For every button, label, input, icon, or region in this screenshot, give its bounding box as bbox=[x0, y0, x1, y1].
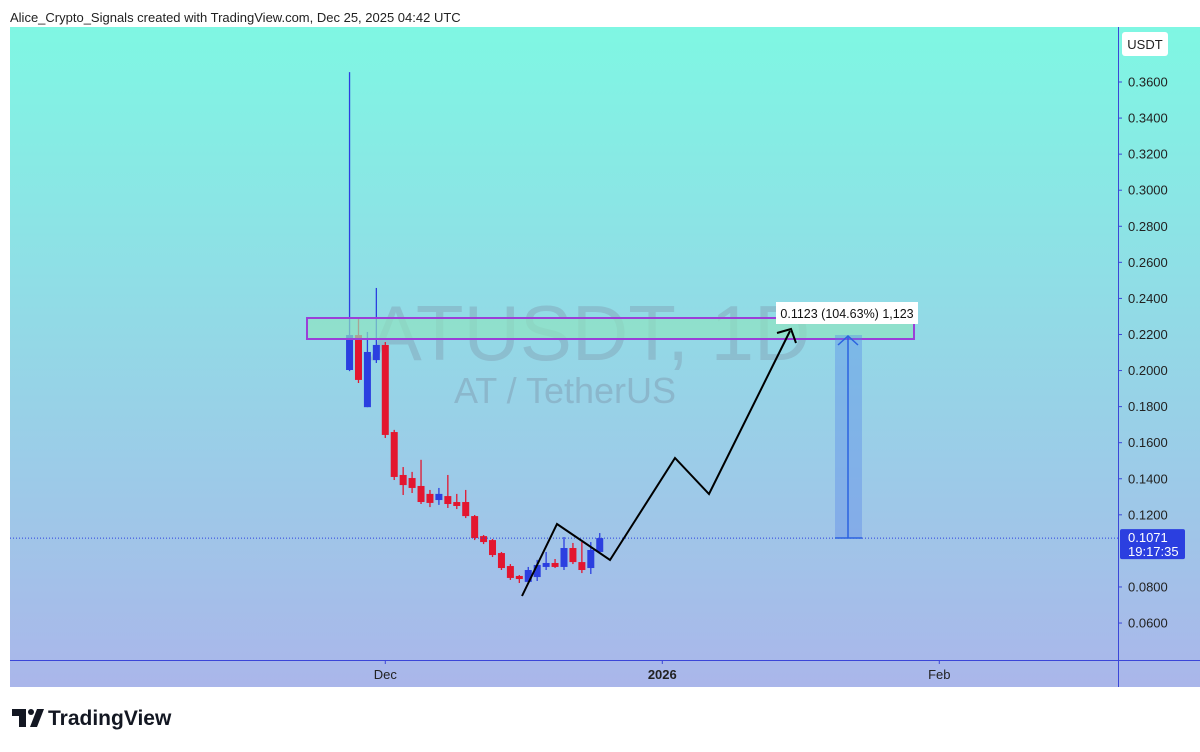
x-tick-label: Dec bbox=[374, 667, 398, 682]
measure-label-box bbox=[776, 302, 918, 324]
y-tick-label: 0.3200 bbox=[1128, 147, 1168, 162]
watermark-name: AT / TetherUS bbox=[454, 370, 676, 411]
candle-body bbox=[515, 575, 523, 580]
y-tick-label: 0.2600 bbox=[1128, 255, 1168, 270]
candle-body bbox=[399, 474, 407, 486]
candle-body bbox=[346, 335, 354, 371]
footer bbox=[0, 687, 1200, 747]
y-tick-label: 0.0600 bbox=[1128, 616, 1168, 631]
candle-body bbox=[390, 432, 398, 477]
y-tick-label: 0.3000 bbox=[1128, 183, 1168, 198]
candle-body bbox=[444, 496, 452, 505]
candle-body bbox=[569, 548, 577, 563]
y-tick-label: 0.1200 bbox=[1128, 507, 1168, 522]
candle-body bbox=[489, 540, 497, 556]
candle-body bbox=[453, 502, 461, 506]
currency-box[interactable] bbox=[1122, 32, 1168, 56]
logo-text: TradingView bbox=[48, 707, 172, 730]
candle-body bbox=[533, 564, 541, 578]
last-price-label: 0.1071 bbox=[1128, 530, 1168, 545]
candle-body bbox=[363, 351, 371, 408]
y-tick-label: 0.2800 bbox=[1128, 219, 1168, 234]
candle-body bbox=[426, 493, 434, 503]
marks: 0.0600 0.0800 0.1200 0.1400 0.1600 0.1800 0.20… bbox=[10, 72, 1185, 682]
candle-body bbox=[506, 566, 514, 578]
y-tick-label: 0.2400 bbox=[1128, 291, 1168, 306]
candle-body bbox=[560, 548, 568, 567]
x-tick-label: 2026 bbox=[648, 667, 677, 682]
candle-body bbox=[578, 562, 586, 571]
y-tick-label: 0.3600 bbox=[1128, 75, 1168, 90]
candle-body bbox=[354, 335, 362, 380]
y-tick-label: 0.2200 bbox=[1128, 327, 1168, 342]
candle-body bbox=[372, 344, 380, 361]
measure-arrow bbox=[837, 334, 859, 346]
projection-arrow bbox=[776, 327, 797, 344]
candle-body bbox=[471, 516, 479, 539]
y-tick-label: 0.3400 bbox=[1128, 111, 1168, 126]
candle-body bbox=[524, 570, 532, 582]
currency-label: USDT bbox=[1127, 37, 1162, 52]
y-tick-label: 0.1800 bbox=[1128, 399, 1168, 414]
candle-body bbox=[587, 549, 595, 569]
candle-body bbox=[497, 553, 505, 569]
candle-body bbox=[596, 538, 604, 552]
header-text: Alice_Crypto_Signals created with Tradin… bbox=[10, 10, 461, 25]
measure-label: 0.1123 (104.63%) 1,123 bbox=[780, 307, 913, 321]
x-tick-label: Feb bbox=[928, 667, 950, 682]
last-price-box bbox=[1120, 529, 1185, 560]
plot-background bbox=[10, 27, 1200, 687]
logo-icon bbox=[12, 709, 44, 727]
candle-body bbox=[381, 344, 389, 435]
candle-body bbox=[417, 485, 425, 503]
candle-body bbox=[551, 562, 559, 567]
countdown-label: 19:17:35 bbox=[1128, 544, 1179, 559]
candle-body bbox=[435, 493, 443, 501]
resistance-zone[interactable] bbox=[306, 317, 915, 340]
candle-body bbox=[542, 562, 550, 567]
y-tick-label: 0.1400 bbox=[1128, 471, 1168, 486]
y-tick-label: 0.2000 bbox=[1128, 363, 1168, 378]
y-tick-label: 0.1600 bbox=[1128, 435, 1168, 450]
candle-body bbox=[462, 502, 470, 517]
candle-body bbox=[480, 536, 488, 543]
projection-path[interactable] bbox=[521, 330, 791, 597]
candle-body bbox=[408, 478, 416, 488]
y-tick-label: 0.0800 bbox=[1128, 579, 1168, 594]
